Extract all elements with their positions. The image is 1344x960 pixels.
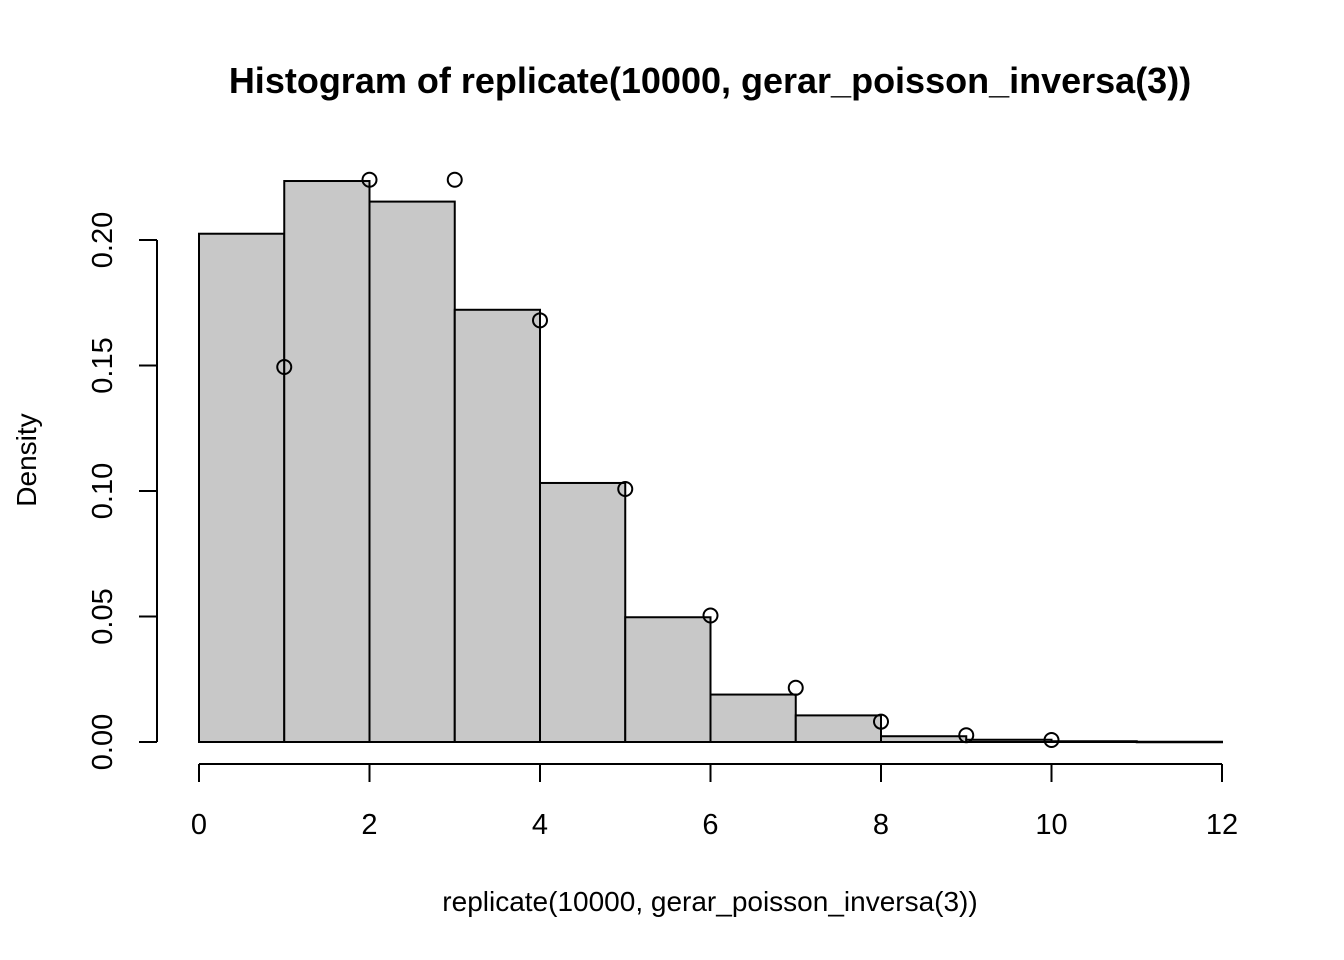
y-tick-label: 0.10 — [87, 463, 119, 519]
chart-title: Histogram of replicate(10000, gerar_pois… — [229, 60, 1191, 101]
y-axis: 0.00 0.05 0.10 0.15 0.20 — [87, 212, 158, 770]
density-point — [873, 713, 889, 730]
density-point — [958, 727, 975, 744]
x-tick-label: 0 — [191, 809, 207, 841]
histogram-bar — [794, 714, 882, 743]
histogram-bar — [880, 735, 968, 743]
x-tick-label: 12 — [1206, 809, 1238, 841]
x-axis: 0 2 4 6 8 10 12 — [191, 763, 1238, 841]
density-point — [361, 171, 378, 188]
histogram-bar — [539, 481, 627, 743]
x-axis-label: replicate(10000, gerar_poisson_inversa(3… — [442, 886, 977, 917]
histogram-bar — [965, 738, 1053, 744]
y-tick-label: 0.15 — [87, 337, 119, 393]
histogram-bar — [283, 180, 371, 743]
density-point — [446, 171, 463, 188]
y-tick-label: 0.00 — [87, 714, 119, 770]
histogram-bar — [198, 232, 286, 743]
histogram-bar — [709, 693, 797, 743]
histogram-bar — [368, 200, 456, 744]
histogram-bar — [1135, 740, 1223, 744]
density-point — [1043, 731, 1060, 748]
density-point — [276, 359, 293, 376]
x-tick-label: 2 — [361, 809, 377, 841]
density-point — [702, 607, 719, 624]
x-tick-label: 8 — [873, 809, 889, 841]
histogram-bar — [1050, 740, 1138, 744]
histogram-bar — [453, 308, 541, 743]
density-point — [532, 312, 548, 329]
density-points — [276, 171, 1060, 748]
x-tick-label: 6 — [702, 809, 718, 841]
y-tick-label: 0.05 — [87, 588, 119, 644]
y-tick-label: 0.20 — [87, 212, 119, 268]
density-point — [617, 480, 634, 497]
histogram-bar — [624, 616, 712, 743]
density-point — [787, 679, 804, 696]
x-tick-label: 10 — [1035, 809, 1067, 841]
histogram-bars — [198, 180, 1223, 744]
x-tick-label: 4 — [532, 809, 548, 841]
y-axis-label: Density — [11, 413, 42, 506]
